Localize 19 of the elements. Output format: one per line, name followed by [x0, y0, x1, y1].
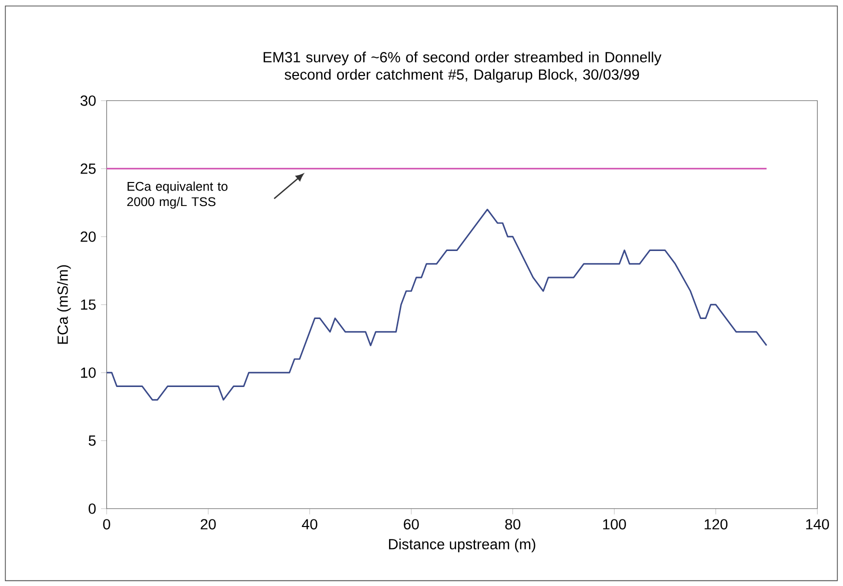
y-axis-title: ECa (mS/m): [57, 265, 71, 344]
y-tick-label: 15: [81, 300, 96, 310]
x-tick-label: 40: [302, 519, 318, 530]
y-tick-label: 0: [88, 503, 96, 514]
y-tick-label: 5: [88, 436, 96, 446]
x-tick-label: 80: [505, 519, 520, 530]
y-tick-label: 25: [80, 163, 96, 174]
x-tick-label: 100: [603, 519, 626, 530]
ref-line-label: ECa equivalent to 2000 mg/L TSS: [127, 182, 228, 209]
y-tick-label: 30: [80, 95, 96, 106]
x-tick-label: 0: [103, 519, 110, 530]
x-tick-label: 20: [200, 519, 216, 530]
x-tick-label: 60: [404, 519, 419, 530]
x-tick-label: 140: [806, 519, 829, 530]
x-axis-title: Distance upstream (m): [389, 538, 536, 552]
x-tick-label: 120: [704, 519, 728, 530]
y-tick-label: 20: [80, 231, 96, 242]
chart-title: EM31 survey of ~6% of second order streambed in Donnelly second order catchment #5, Dalgarup Block, 30/03/99: [264, 52, 662, 83]
y-tick-label: 10: [81, 367, 96, 378]
